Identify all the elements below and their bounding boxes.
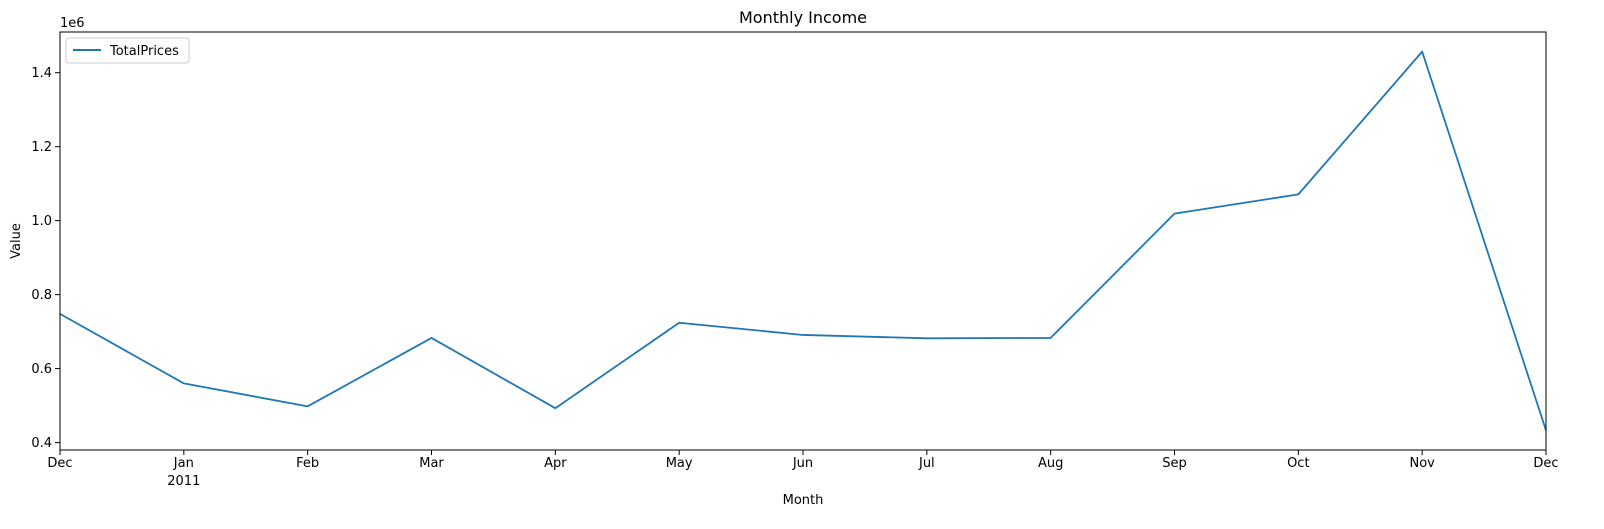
y-tick-label: 0.8	[31, 288, 52, 303]
y-axis-offset-label: 1e6	[60, 16, 85, 31]
x-tick-label: Feb	[296, 456, 319, 471]
x-tick-label: Aug	[1038, 456, 1063, 471]
y-tick-label: 0.4	[31, 436, 52, 451]
y-tick-label: 0.6	[31, 362, 52, 377]
legend-box	[65, 37, 190, 64]
legend-label-totalprices: TotalPrices	[109, 44, 179, 59]
x-tick-label: Dec	[47, 456, 72, 471]
x-tick-label: Jan	[173, 456, 194, 471]
series-layer	[59, 50, 1547, 431]
x-tick-label: Apr	[544, 456, 567, 471]
y-tick-label: 1.4	[31, 66, 52, 81]
x-tick-label: Oct	[1287, 456, 1309, 471]
x-tick-label: Sep	[1162, 456, 1187, 471]
y-tick-label: 1.2	[31, 140, 52, 155]
x-tick-label: Dec	[1533, 456, 1558, 471]
legend: TotalPrices	[65, 37, 190, 64]
x-tick-label: Jun	[792, 456, 813, 471]
x-axis-title: Month	[783, 493, 824, 508]
chart-title: Monthly Income	[739, 8, 867, 27]
x-tick-label: Mar	[419, 456, 444, 471]
plot-frame	[59, 31, 1547, 451]
x-tick-year-label: 2011	[167, 474, 200, 489]
x-tick-label: Jul	[918, 456, 935, 471]
x-axis-ticks: Dec Jan Feb Mar Apr May Jun Jul Aug Sep Oct Nov Dec 2…	[47, 450, 1559, 489]
x-tick-label: Nov	[1409, 456, 1435, 471]
series-line-totalprices	[59, 50, 1547, 431]
y-axis-title: Value	[9, 223, 24, 259]
x-tick-label: May	[666, 456, 693, 471]
y-tick-label: 1.0	[31, 214, 52, 229]
y-axis-ticks: 0.4 0.6 0.8 1.0 1.2 1.4	[31, 66, 60, 451]
